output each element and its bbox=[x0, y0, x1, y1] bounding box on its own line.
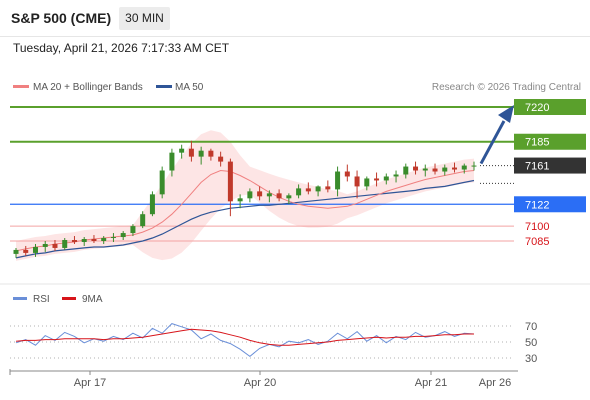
candle-body bbox=[23, 249, 29, 253]
pivot-tag bbox=[514, 196, 586, 213]
ma20-legend-label: MA 20 + Bollinger Bands bbox=[33, 82, 143, 93]
candle-body bbox=[169, 152, 175, 171]
rsi-tick-label: 70 bbox=[525, 321, 537, 333]
candle-body bbox=[179, 148, 185, 153]
rsi-ma-legend-label: 9MA bbox=[82, 294, 103, 305]
candle-body bbox=[101, 238, 107, 241]
resistance-label: 7185 bbox=[525, 137, 549, 149]
chart-header: S&P 500 (CME) 30 MIN bbox=[0, 0, 590, 37]
candle-body bbox=[374, 178, 380, 181]
candle-body bbox=[149, 194, 155, 215]
candle-body bbox=[208, 150, 214, 157]
candle-body bbox=[276, 193, 282, 199]
candle-body bbox=[422, 168, 428, 171]
candle-body bbox=[110, 237, 116, 239]
candle-body bbox=[461, 165, 467, 170]
support-label: 7085 bbox=[525, 236, 549, 248]
candle-body bbox=[403, 166, 409, 175]
resistance-tag bbox=[514, 133, 586, 150]
candle-body bbox=[305, 188, 311, 192]
candle-body bbox=[266, 193, 272, 197]
forecast-arrow bbox=[479, 105, 514, 165]
ma20-legend-swatch bbox=[13, 85, 29, 88]
chart-datetime: Tuesday, April 21, 2026 7:17:33 AM CET bbox=[13, 41, 230, 55]
rsi-legend: RSI 9MA bbox=[13, 294, 103, 305]
candle-body bbox=[325, 186, 331, 190]
pivot-label: 7122 bbox=[525, 199, 549, 211]
candle-body bbox=[130, 226, 136, 234]
timeframe-button[interactable]: 30 MIN bbox=[119, 7, 170, 30]
candle-body bbox=[218, 156, 224, 162]
x-axis-tick-label: Apr 17 bbox=[74, 377, 106, 389]
candle-body bbox=[344, 171, 350, 177]
candle-body bbox=[471, 165, 477, 167]
candle-body bbox=[364, 178, 370, 187]
rsi-line bbox=[15, 323, 475, 358]
x-axis: Apr 17 Apr 20 Apr 21 Apr 26 bbox=[9, 369, 511, 389]
rsi-panel: 70 50 30 bbox=[10, 321, 537, 365]
instrument-title: S&P 500 (CME) bbox=[11, 10, 112, 26]
candle-body bbox=[383, 176, 389, 181]
candle-body bbox=[315, 186, 321, 192]
candle-body bbox=[442, 167, 448, 172]
rsi-legend-swatch bbox=[13, 297, 27, 300]
forecast-arrow-head bbox=[498, 105, 514, 123]
candle-body bbox=[32, 246, 38, 253]
candle-body bbox=[393, 174, 399, 177]
candle-body bbox=[354, 176, 360, 187]
candle-body bbox=[432, 168, 438, 172]
candle-body bbox=[188, 148, 194, 157]
candle-body bbox=[237, 198, 243, 202]
rsi-tick-label: 30 bbox=[525, 353, 537, 365]
rsi-ma-legend-swatch bbox=[62, 297, 76, 300]
candle-body bbox=[42, 243, 48, 247]
candle-body bbox=[198, 150, 204, 157]
candle-body bbox=[286, 195, 292, 199]
resistance-tag bbox=[514, 99, 586, 115]
candle-body bbox=[247, 191, 253, 199]
ma50-line bbox=[15, 179, 475, 259]
candle-body bbox=[452, 167, 458, 170]
x-axis-tick-label: Apr 20 bbox=[244, 377, 276, 389]
resistance-label: 7220 bbox=[525, 102, 549, 114]
candlesticks bbox=[13, 140, 477, 258]
forecast-arrow-shaft bbox=[479, 120, 506, 165]
candle-body bbox=[62, 240, 68, 248]
candle-body bbox=[227, 161, 233, 202]
candle-body bbox=[413, 166, 419, 171]
rsi-ma-line bbox=[15, 328, 474, 346]
candle-body bbox=[52, 243, 58, 248]
candle-body bbox=[91, 239, 97, 241]
price-tags: 7220 7185 7161 7122 7100 7085 bbox=[514, 99, 586, 248]
candle-body bbox=[120, 233, 126, 238]
x-axis-tick-label: Apr 26 bbox=[479, 377, 511, 389]
copyright-text: Research © 2026 Trading Central bbox=[432, 82, 581, 93]
price-levels bbox=[10, 106, 514, 242]
rsi-tick-label: 50 bbox=[525, 337, 537, 349]
candle-body bbox=[71, 240, 77, 242]
candle-body bbox=[296, 188, 302, 196]
candle-body bbox=[257, 191, 263, 197]
main-legend: MA 20 + Bollinger Bands MA 50 Research ©… bbox=[13, 82, 581, 93]
candle-body bbox=[140, 214, 146, 227]
support-label: 7100 bbox=[525, 221, 549, 233]
ma50-legend-swatch bbox=[156, 85, 172, 88]
ma50-legend-label: MA 50 bbox=[175, 82, 204, 93]
current-price-label: 7161 bbox=[525, 161, 549, 173]
candle-body bbox=[335, 171, 341, 190]
current-price-tag bbox=[514, 157, 586, 174]
x-axis-tick-label: Apr 21 bbox=[415, 377, 447, 389]
candle-body bbox=[159, 170, 165, 195]
candle-body bbox=[81, 239, 87, 242]
candle-body bbox=[13, 249, 19, 254]
rsi-legend-label: RSI bbox=[33, 294, 50, 305]
